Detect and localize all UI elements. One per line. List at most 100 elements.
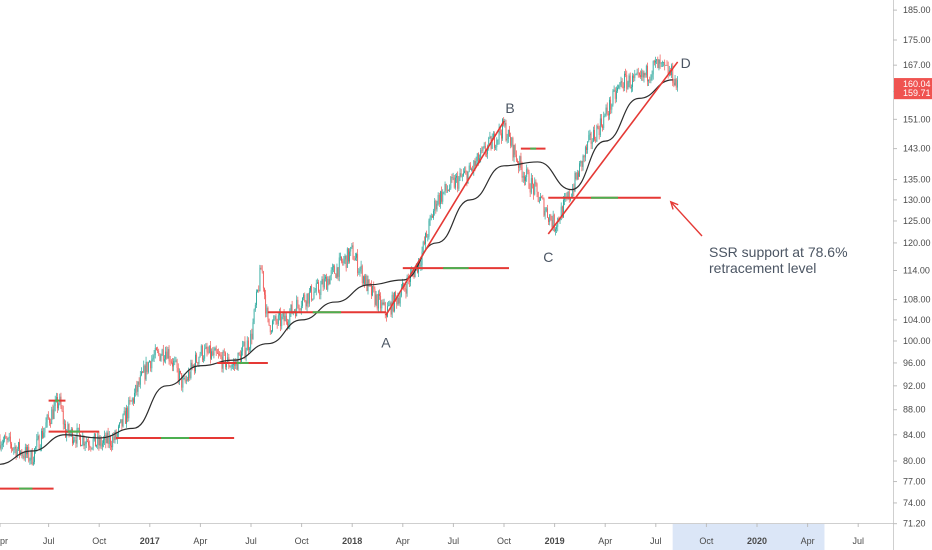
candle <box>204 344 206 362</box>
candle-body <box>345 255 347 268</box>
candle-body <box>234 363 235 366</box>
candle <box>360 260 362 274</box>
candle <box>241 347 242 363</box>
candle-body <box>126 408 127 424</box>
candle <box>52 404 54 420</box>
candle <box>90 446 92 452</box>
candle <box>627 80 629 90</box>
candle-body <box>582 155 584 167</box>
candle <box>434 198 436 216</box>
candle-body <box>108 436 110 444</box>
candle <box>607 110 609 121</box>
candle-body <box>137 381 139 392</box>
candle <box>650 74 652 84</box>
candle-body <box>159 353 161 361</box>
candle-body <box>248 340 249 350</box>
candle-body <box>463 172 464 176</box>
candle <box>388 300 390 307</box>
x-tick-label: Apr <box>193 536 207 546</box>
candle <box>244 336 246 360</box>
candle-body <box>626 74 628 89</box>
candle-body <box>170 361 172 363</box>
candle <box>618 84 620 90</box>
candle-body <box>294 310 295 312</box>
candle <box>248 337 249 354</box>
candle-body <box>174 360 176 362</box>
candle <box>501 129 502 144</box>
candle-body <box>568 191 570 200</box>
candle-body <box>61 407 63 411</box>
candle <box>327 276 329 292</box>
candle-body <box>84 443 86 446</box>
candle <box>544 207 546 220</box>
x-axis[interactable]: pr Jul Oct 2017 Apr Jul Oct 2018 Apr Jul Oct 2019 Ap… <box>0 523 864 546</box>
x-tick-label: Jul <box>650 536 662 546</box>
candle-body <box>610 99 612 110</box>
candle-body <box>214 348 216 351</box>
candle-body <box>641 71 643 77</box>
candle-body <box>474 160 476 167</box>
candle <box>664 59 666 71</box>
candle <box>118 424 119 438</box>
candle-body <box>444 183 446 192</box>
candle <box>258 285 260 293</box>
candle <box>141 367 142 377</box>
candle-body <box>249 348 250 350</box>
candle <box>135 384 137 397</box>
candle-body <box>648 79 649 82</box>
candle-body <box>625 73 626 75</box>
candle <box>484 141 486 157</box>
candle <box>335 273 337 279</box>
candle-body <box>563 199 564 218</box>
candle <box>461 173 463 182</box>
candle-body <box>22 455 24 457</box>
candle <box>460 168 462 178</box>
candle-body <box>259 267 261 291</box>
candle <box>215 345 217 356</box>
candle <box>218 348 219 359</box>
y-tick-label: 167.00 <box>903 60 931 70</box>
candle <box>317 278 318 285</box>
candle-body <box>667 65 669 76</box>
candle-body <box>435 200 437 210</box>
candle-body <box>656 59 658 61</box>
candle-body <box>587 141 589 151</box>
candle-body <box>118 426 119 434</box>
candle-body <box>486 153 487 155</box>
candle <box>47 411 49 420</box>
candle <box>307 292 309 308</box>
candle-body <box>452 177 454 179</box>
candle <box>42 426 43 440</box>
candle <box>43 427 45 439</box>
candle-body <box>451 177 453 178</box>
candle-body <box>238 353 240 355</box>
candle <box>429 214 431 226</box>
candle <box>595 136 597 143</box>
candle-body <box>18 442 19 450</box>
candle <box>160 353 162 362</box>
candle <box>253 308 255 325</box>
candle-body <box>264 288 265 295</box>
candle-body <box>359 268 361 272</box>
candle <box>322 273 324 291</box>
candle-body <box>231 364 233 367</box>
candle-body <box>496 139 498 147</box>
candle-body <box>177 367 179 381</box>
candle <box>612 89 614 107</box>
candle <box>152 354 154 362</box>
candle-body <box>507 129 509 139</box>
candle-body <box>13 448 15 450</box>
candle <box>189 368 191 381</box>
callout: SSR support at 78.6%retracement level <box>669 200 848 276</box>
candle-body <box>657 59 659 69</box>
candle <box>310 285 311 293</box>
candle <box>341 256 342 264</box>
y-tick-label: 108.00 <box>903 295 931 305</box>
candle <box>549 213 551 226</box>
candle-body <box>280 312 281 327</box>
candle-body <box>630 86 632 89</box>
candle <box>515 150 517 163</box>
candle-body <box>353 259 355 261</box>
trend-line <box>385 120 505 316</box>
